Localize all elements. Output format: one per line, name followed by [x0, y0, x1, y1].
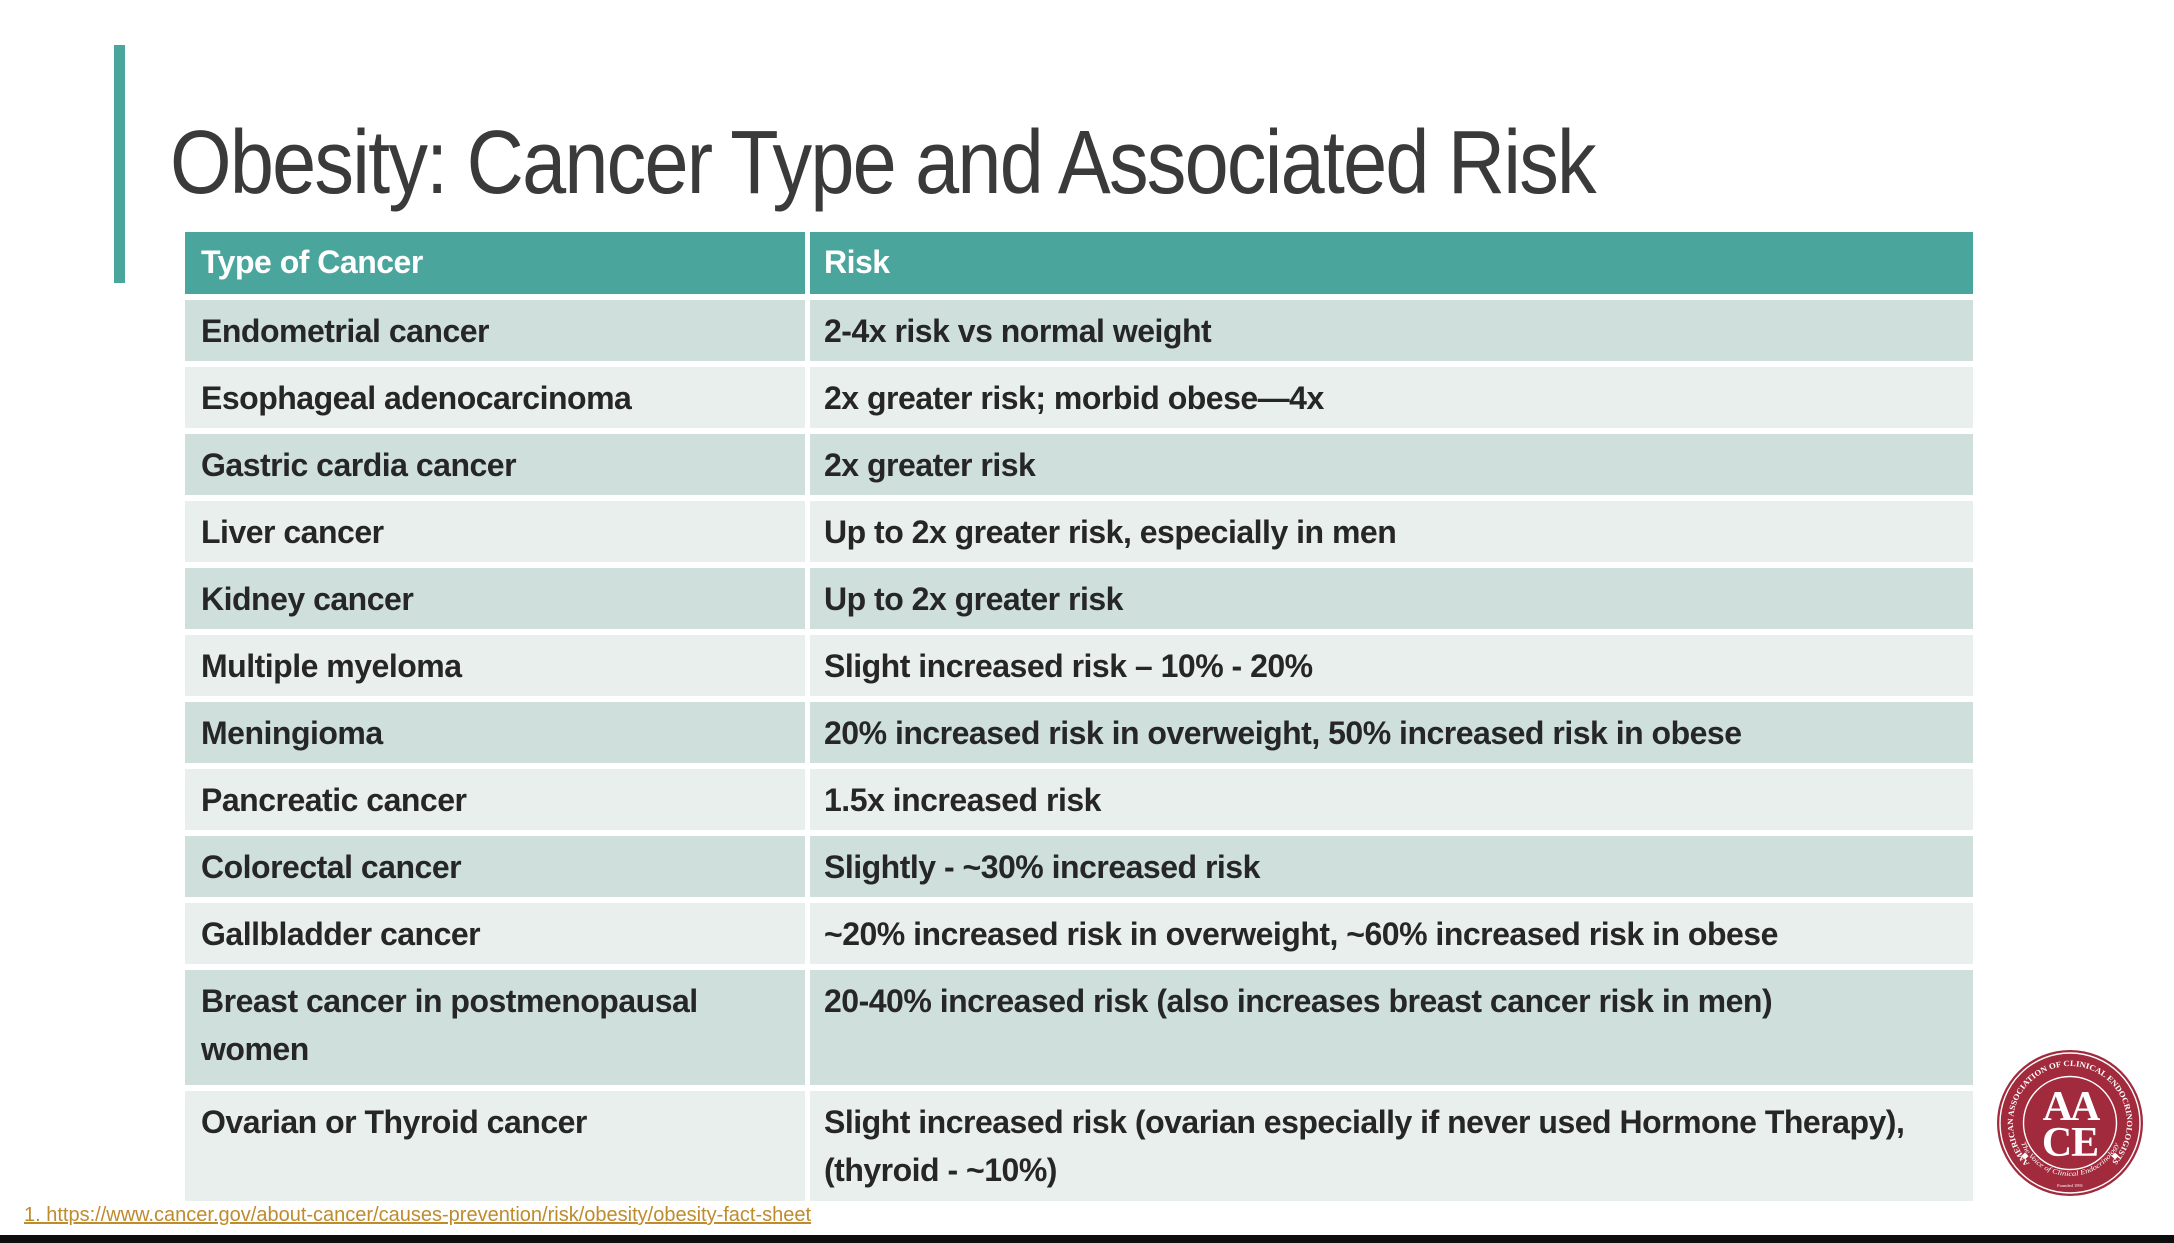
risk-cell: 20% increased risk in overweight, 50% in… — [810, 702, 1973, 763]
cancer-type-cell: Meningioma — [185, 702, 805, 763]
table-row: Breast cancer in postmenopausal women 20… — [185, 970, 1973, 1085]
cancer-type-cell: Multiple myeloma — [185, 635, 805, 696]
table-row: Meningioma 20% increased risk in overwei… — [185, 702, 1973, 763]
cancer-type-cell: Colorectal cancer — [185, 836, 805, 897]
table-row: Multiple myeloma Slight increased risk –… — [185, 635, 1973, 696]
cancer-type-cell: Liver cancer — [185, 501, 805, 562]
aace-logo: AMERICAN ASSOCIATION OF CLINICAL ENDOCRI… — [1997, 1050, 2143, 1196]
risk-cell: ~20% increased risk in overweight, ~60% … — [810, 903, 1973, 964]
table-row: Kidney cancer Up to 2x greater risk — [185, 568, 1973, 629]
aace-logo-disc — [1997, 1050, 2143, 1196]
table-row: Ovarian or Thyroid cancer Slight increas… — [185, 1091, 1973, 1201]
table-row: Pancreatic cancer 1.5x increased risk — [185, 769, 1973, 830]
cancer-type-cell: Ovarian or Thyroid cancer — [185, 1091, 805, 1201]
cancer-type-cell: Endometrial cancer — [185, 300, 805, 361]
risk-cell: 2x greater risk — [810, 434, 1973, 495]
aace-monogram-ce: CE — [2042, 1120, 2098, 1166]
cancer-type-cell: Gallbladder cancer — [185, 903, 805, 964]
risk-cell: Slightly - ~30% increased risk — [810, 836, 1973, 897]
cancer-type-cell: Esophageal adenocarcinoma — [185, 367, 805, 428]
risk-cell: Up to 2x greater risk — [810, 568, 1973, 629]
window-bottom-bar — [0, 1235, 2174, 1243]
table-row: Endometrial cancer 2-4x risk vs normal w… — [185, 300, 1973, 361]
cancer-type-cell: Gastric cardia cancer — [185, 434, 805, 495]
table-row: Colorectal cancer Slightly - ~30% increa… — [185, 836, 1973, 897]
risk-cell: 20-40% increased risk (also increases br… — [810, 970, 1973, 1085]
table-row: Gastric cardia cancer 2x greater risk — [185, 434, 1973, 495]
risk-cell: 2x greater risk; morbid obese—4x — [810, 367, 1973, 428]
column-header-type: Type of Cancer — [185, 232, 805, 294]
risk-cell: Slight increased risk (ovarian especiall… — [810, 1091, 1973, 1201]
table-row: Esophageal adenocarcinoma 2x greater ris… — [185, 367, 1973, 428]
aace-logo-inner-ring — [2022, 1075, 2118, 1171]
cancer-type-cell: Breast cancer in postmenopausal women — [185, 970, 805, 1085]
risk-cell: 2-4x risk vs normal weight — [810, 300, 1973, 361]
table-row: Liver cancer Up to 2x greater risk, espe… — [185, 501, 1973, 562]
aace-founded-text: Founded 1991 — [2057, 1183, 2083, 1188]
aace-monogram-aa: AA — [2043, 1084, 2101, 1130]
table-row: Gallbladder cancer ~20% increased risk i… — [185, 903, 1973, 964]
cancer-type-cell: Pancreatic cancer — [185, 769, 805, 830]
risk-cell: Up to 2x greater risk, especially in men — [810, 501, 1973, 562]
risk-cell: 1.5x increased risk — [810, 769, 1973, 830]
risk-cell: Slight increased risk – 10% - 20% — [810, 635, 1973, 696]
footnote-source-link[interactable]: 1. https://www.cancer.gov/about-cancer/c… — [24, 1204, 812, 1226]
table-header-row: Type of Cancer Risk — [185, 232, 1973, 294]
risk-table: Type of Cancer Risk Endometrial cancer 2… — [185, 232, 1973, 1207]
title-accent-bar — [114, 45, 125, 283]
aace-logo-outer-ring — [1999, 1052, 2141, 1194]
slide-title: Obesity: Cancer Type and Associated Risk — [170, 113, 1597, 213]
cancer-type-cell: Kidney cancer — [185, 568, 805, 629]
column-header-risk: Risk — [810, 232, 1973, 294]
